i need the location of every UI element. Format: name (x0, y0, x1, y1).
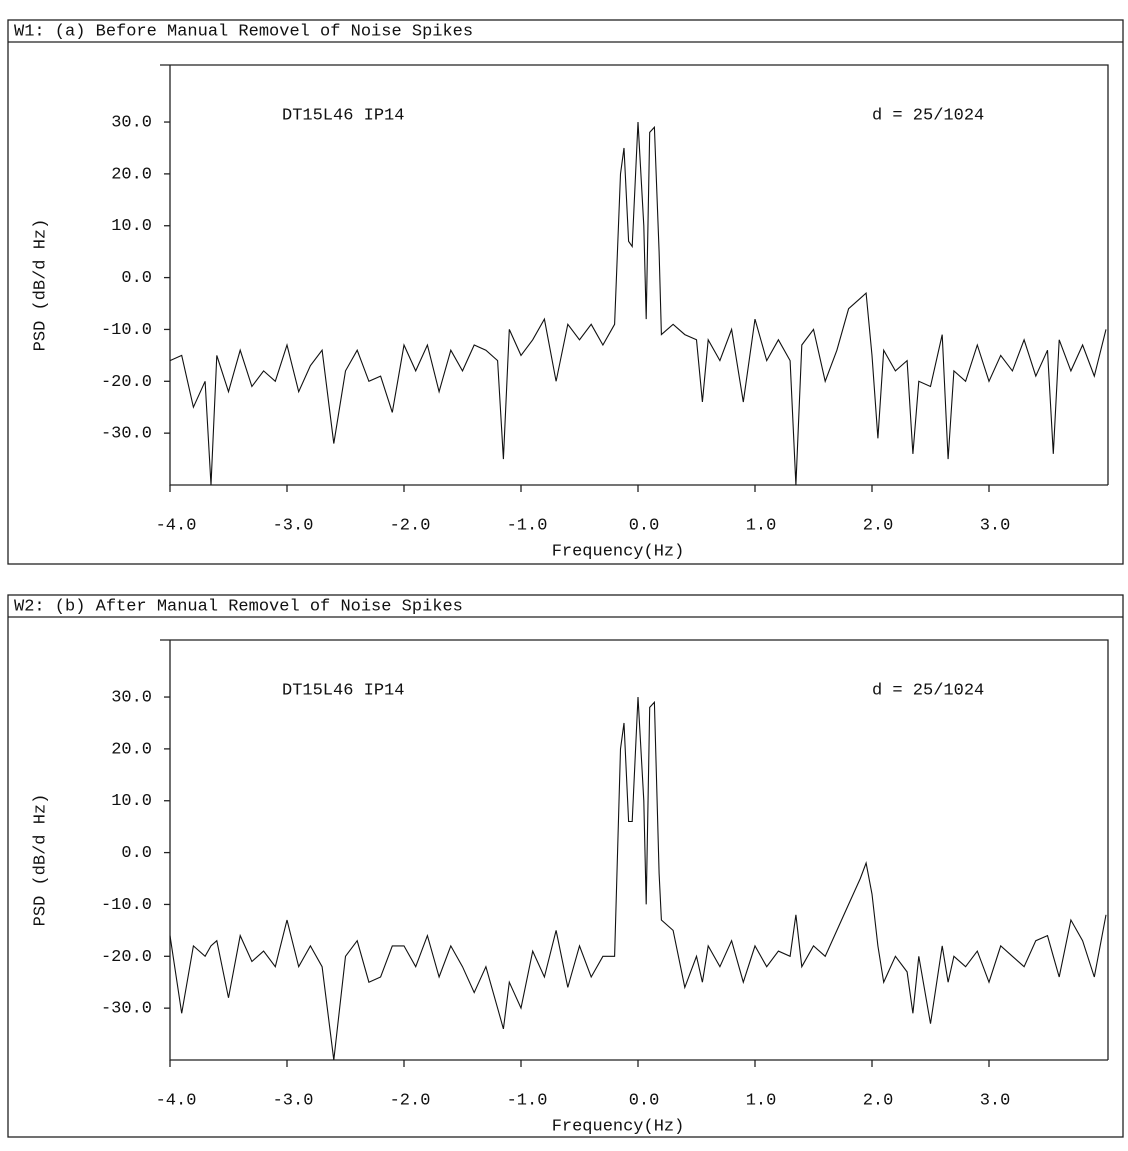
y-tick-label: -10.0 (101, 896, 152, 915)
y-tick-label: 30.0 (111, 689, 152, 708)
y-tick-label: 10.0 (111, 792, 152, 811)
x-tick-label: 3.0 (980, 516, 1011, 535)
x-tick-label: -1.0 (507, 1091, 548, 1110)
psd-line (169, 696, 1107, 1061)
x-tick-label: 0.0 (629, 516, 660, 535)
x-axis-label: Frequency(Hz) (552, 542, 685, 561)
annotation: DT15L46 IP14 (282, 681, 404, 700)
y-tick-label: -10.0 (101, 321, 152, 340)
psd-line (169, 121, 1107, 486)
y-tick-label: -30.0 (101, 1000, 152, 1019)
x-tick-label: 2.0 (863, 1091, 894, 1110)
y-axis-label: PSD (dB/d Hz) (31, 219, 50, 352)
y-tick-label: -20.0 (101, 373, 152, 392)
annotation: DT15L46 IP14 (282, 106, 404, 125)
x-tick-label: 1.0 (746, 1091, 777, 1110)
x-tick-label: 3.0 (980, 1091, 1011, 1110)
x-tick-label: -1.0 (507, 516, 548, 535)
y-tick-label: -30.0 (101, 425, 152, 444)
y-tick-label: 0.0 (121, 269, 152, 288)
panel-frame (7, 594, 1124, 1138)
y-tick-label: 10.0 (111, 217, 152, 236)
x-tick-label: 1.0 (746, 516, 777, 535)
x-tick-label: 2.0 (863, 516, 894, 535)
x-tick-label: -3.0 (273, 1091, 314, 1110)
y-tick-label: 20.0 (111, 165, 152, 184)
plot-border (160, 639, 1109, 1061)
x-tick-label: -2.0 (390, 516, 431, 535)
y-tick-label: -20.0 (101, 948, 152, 967)
panel-frame (7, 19, 1124, 565)
y-axis-label: PSD (dB/d Hz) (31, 794, 50, 927)
y-tick-label: 0.0 (121, 844, 152, 863)
annotation: d = 25/1024 (872, 106, 984, 125)
x-tick-label: -2.0 (390, 1091, 431, 1110)
panel-title: W2: (b) After Manual Removel of Noise Sp… (14, 597, 463, 616)
y-tick-label: 20.0 (111, 740, 152, 759)
y-tick-label: 30.0 (111, 114, 152, 133)
x-tick-label: -3.0 (273, 516, 314, 535)
panel-title: W1: (a) Before Manual Removel of Noise S… (14, 22, 473, 41)
annotation: d = 25/1024 (872, 681, 984, 700)
x-tick-label: 0.0 (629, 1091, 660, 1110)
plot-border (160, 64, 1109, 486)
x-tick-label: -4.0 (156, 516, 197, 535)
x-axis-label: Frequency(Hz) (552, 1117, 685, 1136)
x-tick-label: -4.0 (156, 1091, 197, 1110)
